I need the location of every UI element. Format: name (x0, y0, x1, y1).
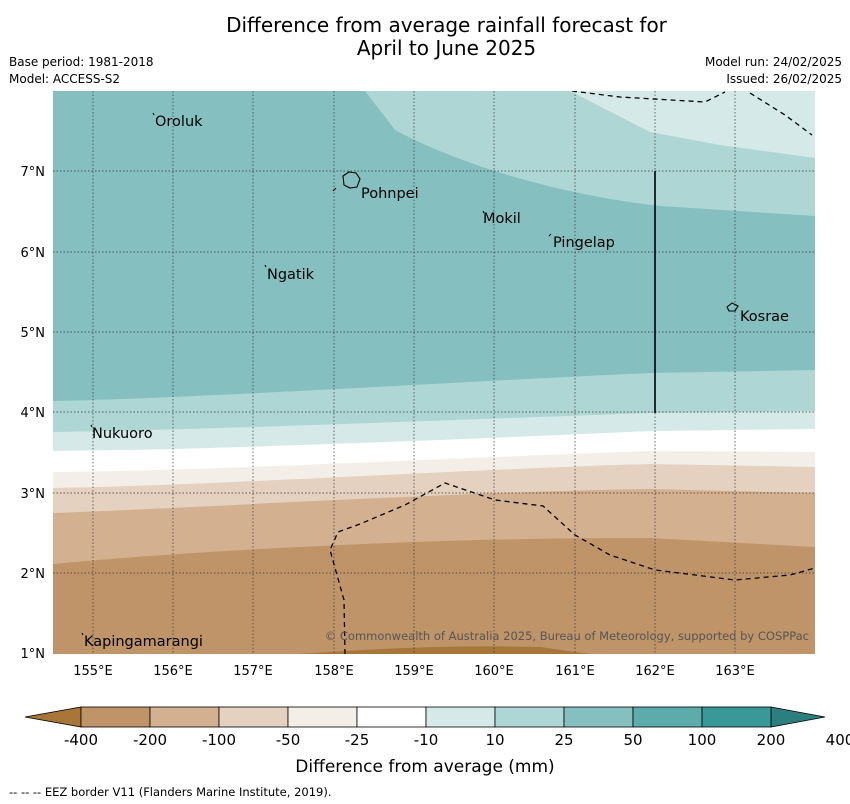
issued-date: Issued: 26/02/2025 (726, 72, 842, 86)
x-tick-161: 161°E (555, 664, 595, 679)
eez-border-north (571, 91, 726, 103)
copyright-notice: © Commonwealth of Australia 2025, Bureau… (325, 629, 809, 643)
legend-cell (80, 706, 151, 728)
legend-tick-label: 25 (554, 731, 573, 749)
legend-tick-label: -10 (414, 731, 439, 749)
ant-atoll (332, 187, 337, 192)
eez-border-south (329, 482, 815, 654)
label-mokil: Mokil (483, 211, 521, 227)
legend-tick-labels: -400 -200 -100 -50 -25 -10 10 25 50 100 200 400 (64, 731, 850, 749)
band-minus-100-200 (53, 537, 815, 654)
legend-colorbar (24, 706, 826, 728)
legend-cell (218, 706, 289, 728)
islands (81, 112, 739, 636)
legend-tick-label: -100 (202, 731, 236, 749)
legend-tick-label: -25 (345, 731, 370, 749)
eez-footnote: -- -- -- EEZ border V11 (Flanders Marine… (9, 785, 332, 799)
rainfall-contours (53, 91, 815, 654)
legend-tick-label: -400 (64, 731, 98, 749)
meta-left: Base period: 1981-2018 Model: ACCESS-S2 (9, 54, 154, 88)
label-kosrae: Kosrae (740, 309, 789, 325)
legend-cell (425, 706, 496, 728)
label-pingelap: Pingelap (553, 235, 615, 251)
x-tick-162: 162°E (635, 664, 675, 679)
legend-arrow-low (24, 706, 82, 728)
label-ngatik: Ngatik (267, 267, 315, 283)
base-period: Base period: 1981-2018 (9, 55, 154, 69)
label-pohnpei: Pohnpei (361, 186, 419, 202)
model-run: Model run: 24/02/2025 (704, 55, 842, 69)
legend-tick-label: -50 (276, 731, 301, 749)
atoll-marks (81, 112, 552, 636)
x-tick-155: 155°E (73, 664, 113, 679)
x-tick-156: 156°E (153, 664, 193, 679)
legend-tick-label: 10 (485, 731, 504, 749)
pohnpei-island (342, 171, 361, 189)
y-tick-4n: 4°N (21, 406, 46, 421)
legend-cell (563, 706, 634, 728)
legend-cell (356, 706, 427, 728)
eez-border-northeast (749, 92, 813, 136)
map-title: Difference from average rainfall forecas… (0, 14, 850, 60)
eez-borders (329, 91, 815, 654)
legend-cell (149, 706, 220, 728)
title-line-2: April to June 2025 (356, 36, 537, 60)
label-oroluk: Oroluk (155, 114, 203, 130)
legend-tick-label: 50 (623, 731, 642, 749)
place-labels: Oroluk Pohnpei Mokil Pingelap Ngatik Kos… (84, 114, 789, 650)
legend-tick-label: 100 (688, 731, 717, 749)
legend-tick-label: 400 (826, 731, 850, 749)
x-tick-163: 163°E (715, 664, 755, 679)
x-axis-labels: 155°E 156°E 157°E 158°E 159°E 160°E 161°… (73, 664, 755, 679)
y-tick-7n: 7°N (21, 165, 46, 180)
kosrae-island (726, 302, 739, 312)
x-tick-157: 157°E (233, 664, 273, 679)
x-tick-158: 158°E (314, 664, 354, 679)
meta-right: Model run: 24/02/2025 Issued: 26/02/2025 (705, 54, 842, 88)
y-tick-3n: 3°N (21, 487, 46, 502)
band-10-25-north (570, 91, 815, 158)
legend-cell (701, 706, 772, 728)
legend-cell (494, 706, 565, 728)
legend-cell (287, 706, 358, 728)
legend-tick-label: -200 (133, 731, 167, 749)
x-tick-159: 159°E (394, 664, 434, 679)
legend-arrow-high (770, 706, 826, 728)
y-tick-6n: 6°N (21, 246, 46, 261)
legend-label: Difference from average (mm) (295, 757, 554, 777)
y-tick-2n: 2°N (21, 567, 46, 582)
label-nukuoro: Nukuoro (92, 426, 153, 442)
y-tick-1n: 1°N (21, 647, 46, 662)
band-minus-200-400 (300, 646, 590, 654)
title-line-1: Difference from average rainfall forecas… (226, 13, 667, 37)
legend-tick-label: 200 (757, 731, 786, 749)
model-name: Model: ACCESS-S2 (9, 72, 121, 86)
label-kapingamarangi: Kapingamarangi (84, 634, 203, 650)
y-tick-5n: 5°N (21, 326, 46, 341)
x-tick-160: 160°E (474, 664, 514, 679)
y-axis-labels: 7°N 6°N 5°N 4°N 3°N 2°N 1°N (21, 165, 46, 662)
legend-cell (632, 706, 703, 728)
